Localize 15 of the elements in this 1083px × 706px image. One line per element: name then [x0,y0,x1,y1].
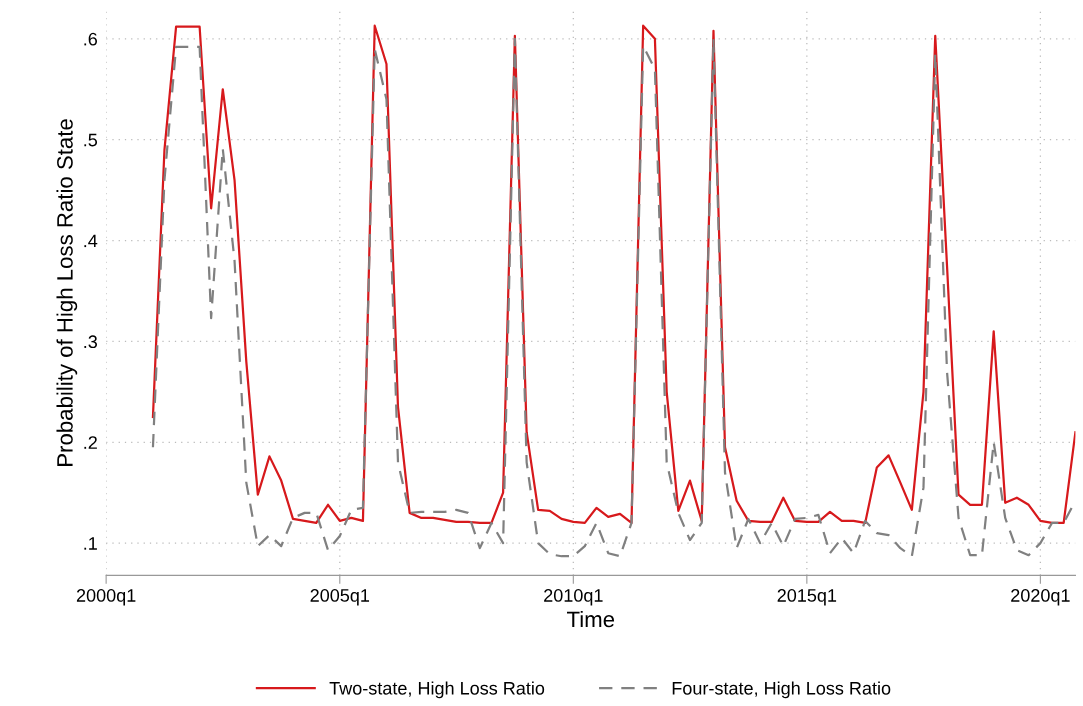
y-tick-label: .5 [84,133,98,147]
y-tick-label: .3 [84,335,98,349]
x-tick-label: 2010q1 [544,589,603,606]
x-tick-label: 2020q1 [1011,589,1070,606]
y-tick-label: .4 [84,234,98,248]
y-tick-label: .6 [84,32,98,46]
y-tick-label: .2 [84,436,97,449]
x-axis-title: Time [567,610,615,628]
y-tick-label: .1 [84,537,97,550]
legend-label: Two-state, High Loss Ratio [329,681,545,699]
y-axis-title: Probability of High Loss Ratio State [56,119,78,466]
x-tick-label: 2015q1 [777,589,837,606]
legend-label: Four-state, High Loss Ratio [672,681,891,699]
x-tick-label: 2000q1 [76,589,136,606]
x-tick-label: 2005q1 [310,589,370,606]
